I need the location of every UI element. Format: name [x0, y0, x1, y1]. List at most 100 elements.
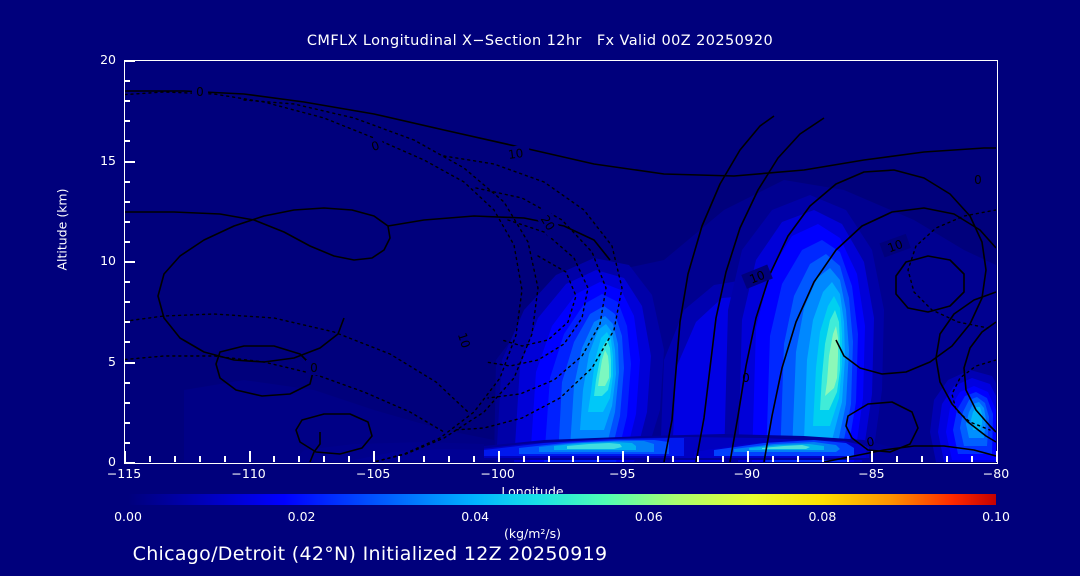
cross-section-plot: 0 0 0 0 0: [124, 60, 996, 462]
tick-mark: [797, 456, 799, 462]
tick-mark: [423, 456, 425, 462]
tick-mark: [523, 456, 525, 462]
svg-text:10: 10: [886, 237, 905, 255]
colorbar-tick-label: 0.04: [461, 509, 490, 524]
y-tick-label: 10: [100, 253, 116, 268]
tick-mark: [124, 241, 130, 243]
tick-mark: [871, 451, 873, 462]
tick-mark: [647, 456, 649, 462]
tick-mark: [672, 456, 674, 462]
tick-mark: [124, 140, 130, 142]
x-tick-label: −110: [231, 466, 266, 481]
chart-title: CMFLX Longitudinal X−Section 12hr Fx Val…: [306, 33, 774, 49]
tick-mark: [697, 456, 699, 462]
x-tick-label: −95: [609, 466, 636, 481]
tick-mark: [847, 456, 849, 462]
tick-mark: [124, 362, 135, 364]
y-tick-label: 20: [100, 52, 116, 67]
tick-mark: [124, 321, 130, 323]
x-tick-label: −105: [355, 466, 391, 481]
contour-label-10-a: 10: [500, 144, 531, 163]
tick-mark: [473, 456, 475, 462]
tick-mark: [149, 456, 151, 462]
colorbar-tick-label: 0.06: [634, 509, 663, 524]
tick-mark: [772, 456, 774, 462]
y-tick-label: 15: [100, 152, 116, 168]
x-tick-label: −85: [858, 466, 885, 481]
svg-text:20: 20: [538, 213, 558, 233]
svg-text:0: 0: [742, 371, 750, 385]
tick-mark: [124, 181, 130, 183]
y-tick-label: 5: [108, 353, 116, 369]
contour-label-10-d: 10: [879, 233, 911, 258]
tick-mark: [971, 456, 973, 462]
tick-mark: [124, 100, 130, 102]
svg-text:0: 0: [974, 173, 982, 187]
fill-plume-west: [496, 258, 664, 462]
tick-mark: [124, 221, 130, 223]
tick-mark: [124, 60, 135, 62]
x-tick-label: −100: [480, 466, 515, 481]
contour-label-10-c: 10: [741, 264, 773, 289]
svg-text:0: 0: [370, 138, 382, 154]
tick-mark: [174, 456, 176, 462]
tick-mark: [124, 341, 130, 343]
tick-mark: [124, 382, 130, 384]
tick-mark: [124, 161, 135, 163]
tick-mark: [597, 456, 599, 462]
svg-text:0: 0: [196, 85, 204, 99]
colorbar-tick-label: 0.00: [114, 509, 142, 524]
tick-mark: [896, 456, 898, 462]
tick-mark: [348, 456, 350, 462]
svg-text:10: 10: [748, 268, 767, 287]
tick-mark: [124, 261, 135, 263]
svg-text:0: 0: [310, 361, 318, 375]
plot-area[interactable]: 0 0 0 0 0: [124, 60, 996, 462]
colorbar[interactable]: [128, 494, 996, 505]
x-tick-label: −80: [982, 466, 1010, 481]
tick-mark: [273, 456, 275, 462]
contour-label-0-f: 0: [970, 172, 986, 187]
tick-mark: [323, 456, 325, 462]
tick-mark: [124, 80, 130, 82]
contour-labels: 0 0 0 0 0: [192, 84, 986, 450]
colorbar-gradient: [128, 494, 996, 505]
tick-mark: [124, 462, 135, 464]
svg-text:0: 0: [865, 434, 875, 449]
tick-mark: [946, 456, 948, 462]
colorbar-tick-label: 0.10: [982, 509, 1010, 524]
tick-mark: [373, 451, 375, 462]
tick-mark: [124, 451, 126, 462]
contour-label-10-b: 10: [452, 324, 476, 356]
tick-mark: [398, 456, 400, 462]
svg-text:10: 10: [455, 331, 473, 350]
contour-label-0-c: 0: [306, 360, 322, 375]
tick-mark: [996, 451, 998, 462]
x-tick-label: −115: [106, 466, 142, 481]
colorbar-tick-label: 0.02: [287, 509, 316, 524]
x-tick-label: −90: [733, 466, 761, 481]
tick-mark: [921, 456, 923, 462]
contour-solid-group: [124, 90, 996, 462]
chart-caption: Chicago/Detroit (42°N) Initialized 12Z 2…: [132, 543, 608, 565]
tick-mark: [224, 456, 226, 462]
fill-surface-streaks: [424, 434, 894, 460]
tick-mark: [124, 402, 130, 404]
tick-mark: [249, 451, 251, 462]
tick-mark: [298, 456, 300, 462]
contour-label-20-a: 20: [534, 206, 562, 239]
colorbar-tick-label: 0.08: [808, 509, 837, 524]
contour-label-0-e: 0: [865, 434, 875, 449]
svg-text:10: 10: [507, 146, 524, 162]
fill-low-haze-west: [294, 442, 484, 462]
tick-mark: [124, 201, 130, 203]
tick-mark: [498, 451, 500, 462]
tick-mark: [124, 442, 130, 444]
colorbar-unit-label: (kg/m²/s): [503, 526, 562, 541]
y-tick-label: 0: [108, 454, 116, 469]
tick-mark: [124, 301, 130, 303]
contour-dotted-group: [124, 91, 996, 462]
tick-mark: [124, 281, 130, 283]
tick-mark: [747, 451, 749, 462]
